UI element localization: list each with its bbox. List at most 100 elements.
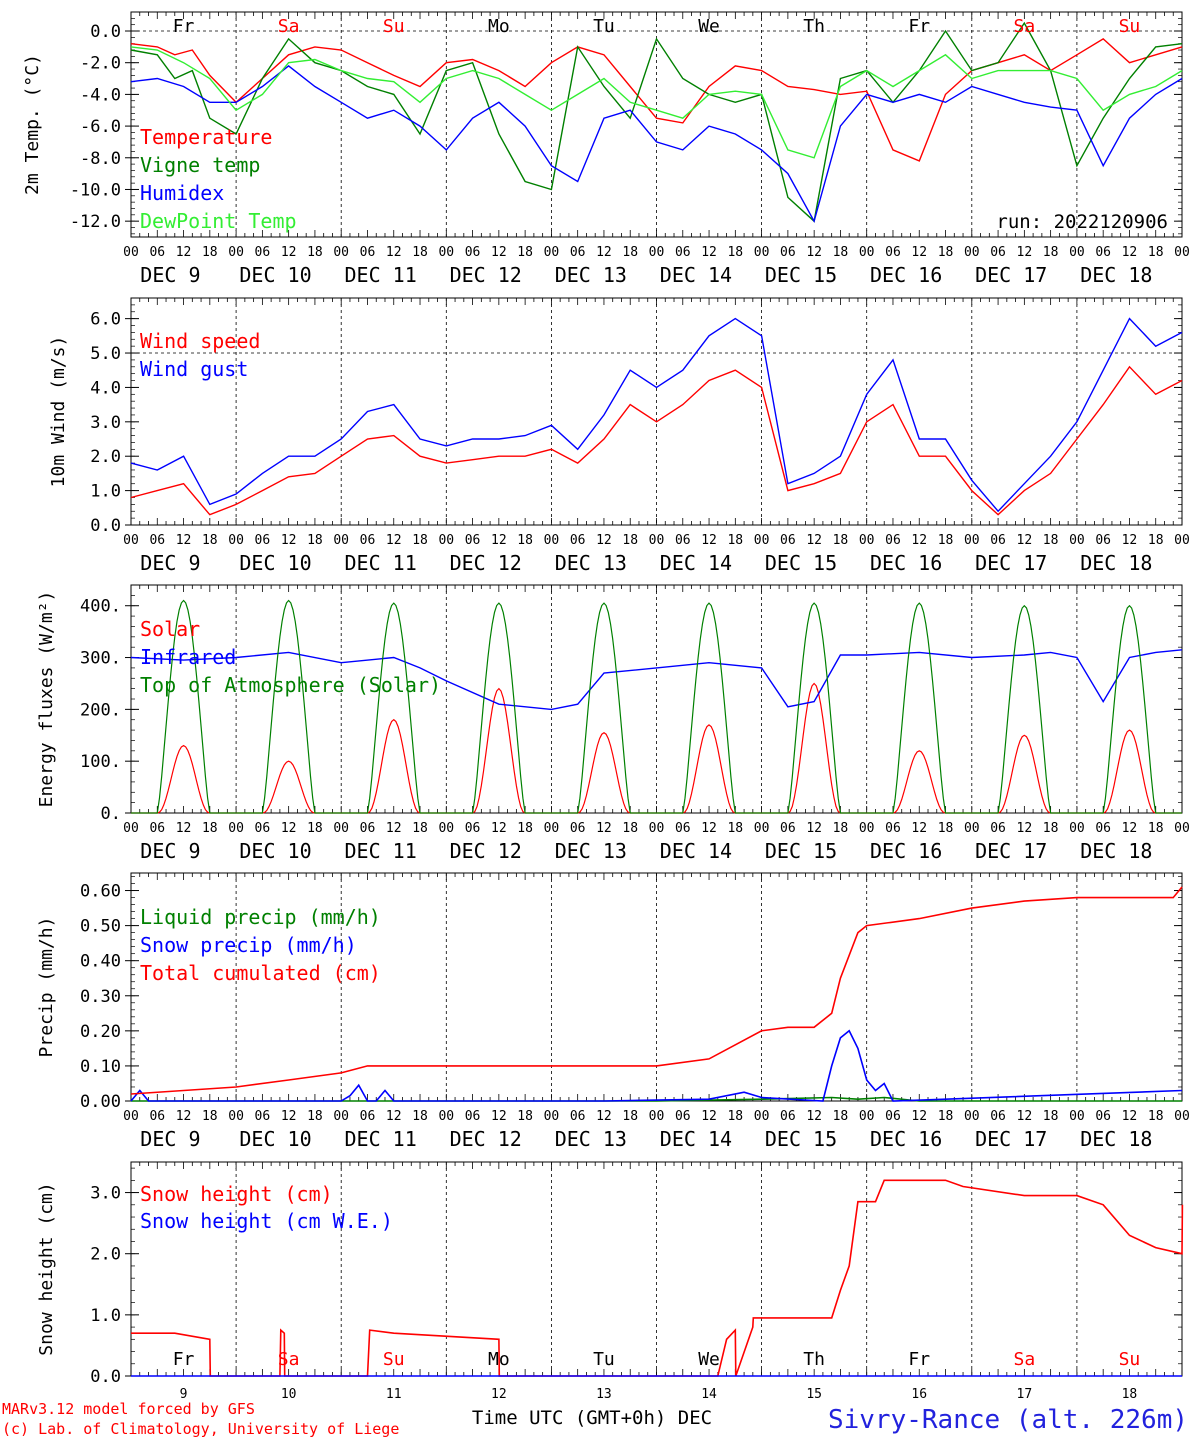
hour-tick-label: 00: [544, 533, 560, 548]
hour-tick-label: 06: [570, 821, 586, 836]
legend-entry: Solar: [140, 617, 200, 641]
y-axis-label: Energy fluxes (W/m²): [36, 591, 57, 808]
day-label: DEC 10: [239, 551, 311, 575]
day-number-label: 13: [596, 1387, 612, 1402]
hour-tick-label: 12: [1122, 245, 1138, 260]
hour-tick-label: 06: [570, 245, 586, 260]
series-line-total-cumulated-cm-: [130, 886, 1183, 1095]
hour-tick-label: 12: [176, 245, 192, 260]
y-tick-label: 0.0: [90, 22, 121, 42]
hour-tick-label: 00: [333, 1109, 349, 1124]
day-number-label: 18: [1122, 1387, 1138, 1402]
hour-tick-label: 06: [360, 533, 376, 548]
hour-tick-label: 12: [701, 1109, 717, 1124]
series-line-solar: [971, 734, 1077, 814]
hour-tick-label: 18: [727, 821, 743, 836]
day-label: DEC 13: [555, 839, 627, 863]
hour-tick-label: 00: [438, 245, 454, 260]
hour-tick-label: 06: [885, 1109, 901, 1124]
y-tick-label: -8.0: [80, 149, 121, 169]
y-axis: 0. 100. 200. 300. 400.: [80, 584, 1182, 824]
weekday-label: We: [698, 1349, 720, 1370]
y-tick-label: -6.0: [80, 117, 121, 137]
x-axis-label: Time UTC (GMT+0h) DEC: [472, 1407, 712, 1429]
hour-tick-label: 18: [202, 533, 218, 548]
series-line-top-of-atmosphere-solar-: [761, 602, 867, 814]
hour-tick-label: 00: [333, 245, 349, 260]
weekday-label: Sa: [1014, 16, 1036, 37]
hour-tick-label: 18: [622, 245, 638, 260]
hour-tick-label: 18: [833, 821, 849, 836]
day-label: DEC 13: [555, 263, 627, 287]
series-line-humidex: [130, 65, 1183, 224]
day-label: DEC 15: [765, 263, 837, 287]
hour-tick-label: 18: [412, 821, 428, 836]
hour-tick-label: 06: [255, 245, 271, 260]
hour-tick-label: 06: [149, 821, 165, 836]
hour-tick-label: 00: [333, 533, 349, 548]
y-tick-label: 400.: [80, 597, 121, 617]
weekday-label: Fr: [173, 1349, 195, 1370]
hour-tick-label: 00: [859, 245, 875, 260]
hour-tick-label: 12: [701, 245, 717, 260]
day-label: DEC 14: [660, 839, 732, 863]
y-tick-label: 0.40: [80, 952, 121, 972]
hour-tick-label: 12: [911, 533, 927, 548]
hour-tick-label: 06: [885, 533, 901, 548]
x-hour-labels: 00 06 12 18 00 06 12 18 00 06 12 18 00 06 12 18 00 06 12 18…: [123, 533, 1190, 548]
weekday-label: We: [698, 16, 720, 37]
hour-tick-label: 06: [780, 245, 796, 260]
hour-tick-label: 18: [833, 245, 849, 260]
series-group: [131, 1179, 1184, 1377]
series-line-solar: [236, 760, 342, 814]
weekday-label: Su: [383, 16, 405, 37]
day-label: DEC 12: [450, 1127, 522, 1151]
day-number-label: 17: [1017, 1387, 1033, 1402]
y-tick-label: 200.: [80, 700, 121, 720]
series-line-solar: [446, 687, 552, 814]
hour-tick-label: 12: [386, 821, 402, 836]
day-label: DEC 11: [344, 551, 416, 575]
hour-tick-label: 18: [412, 533, 428, 548]
hour-tick-label: 12: [806, 245, 822, 260]
hour-tick-label: 18: [307, 245, 323, 260]
y-axis: 0.00 0.10 0.20 0.30 0.40 0.50 0.60: [80, 876, 1182, 1112]
hour-tick-label: 18: [1043, 821, 1059, 836]
x-hour-labels: 00 06 12 18 00 06 12 18 00 06 12 18 00 06 12 18 00 06 12 18…: [123, 1109, 1190, 1124]
day-label: DEC 16: [870, 263, 942, 287]
hour-tick-label: 00: [1174, 245, 1190, 260]
y-tick-label: -4.0: [80, 85, 121, 105]
hour-tick-label: 18: [1148, 245, 1164, 260]
hour-tick-label: 18: [1043, 245, 1059, 260]
hour-tick-label: 00: [123, 245, 139, 260]
series-line-solar: [1076, 729, 1182, 814]
day-label: DEC 11: [344, 839, 416, 863]
hour-tick-label: 00: [228, 245, 244, 260]
hour-tick-label: 00: [649, 1109, 665, 1124]
legend-entry: Liquid precip (mm/h): [140, 905, 381, 929]
hour-tick-label: 06: [465, 533, 481, 548]
legend-entry: Snow height (cm): [140, 1182, 333, 1206]
series-line-top-of-atmosphere-solar-: [236, 599, 342, 814]
series-line-snow-precip-mm-h-: [130, 1029, 1183, 1102]
weekday-label: Su: [383, 1349, 405, 1370]
series-line-solar: [761, 682, 867, 814]
y-tick-label: 3.0: [90, 413, 121, 433]
y-tick-label: 5.0: [90, 344, 121, 364]
lab-credit: (c) Lab. of Climatology, University of L…: [2, 1420, 399, 1438]
y-axis-label: 10m Wind (m/s): [48, 336, 69, 488]
hour-tick-label: 12: [491, 1109, 507, 1124]
series-line-solar: [341, 718, 447, 814]
hour-tick-label: 18: [727, 533, 743, 548]
hour-tick-label: 12: [386, 1109, 402, 1124]
series-line-infrared: [130, 649, 1183, 711]
weekday-label: Fr: [908, 16, 930, 37]
hour-tick-label: 06: [465, 1109, 481, 1124]
hour-tick-label: 06: [675, 821, 691, 836]
run-annotation: run: 2022120906: [996, 211, 1168, 233]
series-line-solar: [551, 731, 657, 814]
plot-frame: [130, 11, 1183, 238]
weekday-label: Su: [1119, 16, 1141, 37]
day-label: DEC 12: [450, 551, 522, 575]
series-line-top-of-atmosphere-solar-: [551, 602, 657, 814]
